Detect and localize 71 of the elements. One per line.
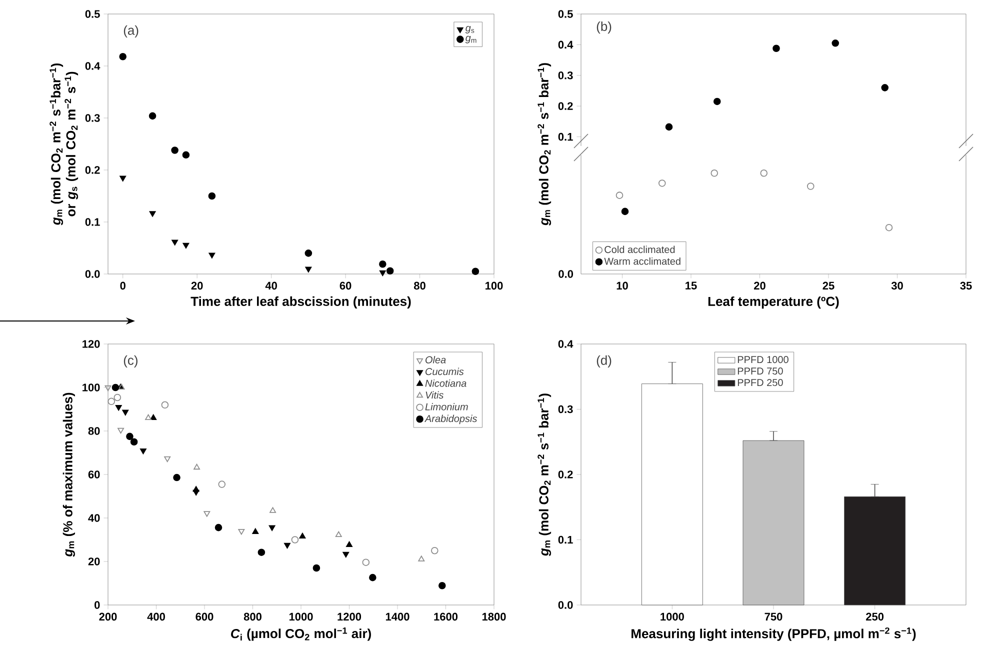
legend-label: Arabidopsis: [424, 414, 478, 424]
x-tick-label: 80: [414, 282, 426, 290]
x-tick-label: 20: [754, 282, 766, 290]
legend-label: Cucumis: [426, 368, 464, 376]
y-tick-label: 60: [88, 470, 100, 478]
legend-label: PPFD 1000: [738, 356, 788, 364]
y-tick-label: 0.4: [558, 340, 574, 348]
y-tick-label: 0.2: [558, 102, 573, 110]
y-tick-label: 0.2: [85, 166, 100, 174]
x-tick-label: 1600: [434, 612, 458, 621]
x-tick-label: 1000: [660, 612, 684, 621]
y-tick-label: 0.5: [558, 10, 573, 18]
y-tick-label: 0.1: [85, 218, 100, 226]
y-tick-label: 0.0: [558, 601, 573, 609]
legend-label: Nicotiana: [425, 380, 466, 387]
y-tick-label: 0: [94, 601, 100, 609]
x-tick-label: 15: [686, 282, 697, 290]
y-tick-label: 100: [82, 384, 100, 392]
x-tick-label: 30: [891, 282, 903, 290]
annotation: (b): [596, 21, 612, 34]
x-tick-label: 600: [196, 612, 214, 621]
x-tick-label: 100: [486, 282, 503, 290]
y-tick-label: 0.3: [558, 405, 573, 414]
legend-label: PPFD 250: [738, 378, 783, 386]
x-tick-label: 800: [244, 612, 262, 621]
annotation: (c): [124, 355, 138, 368]
x-tick-label: 0: [120, 282, 126, 290]
x-tick-label: 200: [99, 612, 117, 621]
x-tick-label: 10: [616, 282, 628, 290]
x-axis-title: Measuring light intensity (PPFD, µmol m$^{−2}$ s$^{−1}$): [632, 627, 916, 641]
x-axis-title: C$_{i}$ (µmol CO$_{2}$ mol$^{−1}$ air): [231, 627, 371, 641]
y-axis-title: g$_{m}$ (% of maximum values): [62, 392, 75, 557]
x-tick-label: 60: [340, 282, 352, 290]
x-axis-title: Leaf temperature (ºC): [708, 296, 839, 309]
legend-label: Vitis: [426, 391, 444, 399]
y-tick-label: 0.4: [85, 62, 100, 70]
legend-label: Warm acclimated: [604, 257, 680, 265]
x-tick-label: 25: [822, 282, 834, 290]
y-tick-label: 0.4: [558, 40, 574, 49]
legend-label: Olea: [426, 356, 446, 364]
x-tick-label: 400: [147, 612, 165, 621]
x-tick-label: 20: [191, 282, 203, 290]
y-tick-label: 80: [88, 427, 100, 435]
x-tick-label: 1800: [482, 612, 506, 621]
y-tick-label: 0.0: [85, 270, 100, 278]
y-tick-label: 0.1: [558, 536, 573, 544]
x-tick-label: 1400: [386, 612, 410, 621]
y-tick-label: 0.1: [558, 132, 573, 141]
y-tick-label: 0.3: [85, 114, 100, 122]
y-tick-label: 40: [88, 514, 100, 522]
y-tick-label: 120: [82, 340, 100, 348]
y-tick-label: 20: [88, 558, 100, 566]
x-axis-title: Time after leaf abscission (minutes): [190, 296, 411, 309]
y-tick-label: 0.3: [558, 71, 573, 80]
annotation: (a): [124, 25, 138, 38]
legend-label: g$_{m}$: [465, 36, 476, 44]
y-tick-label: 0.5: [85, 10, 100, 18]
annotation: (d): [596, 355, 612, 368]
x-tick-label: 1000: [289, 612, 313, 621]
legend-label: Cold acclimated: [604, 246, 675, 254]
y-tick-label: 0.2: [558, 470, 573, 478]
x-tick-label: 35: [960, 282, 972, 290]
legend-label: Limonium: [425, 403, 468, 410]
x-tick-label: 1200: [338, 612, 362, 621]
text: g$_{m}$ (mol CO$_{2}$ m$^{−2}$ s$^{−1}$ bar$^{−1}$): [538, 63, 552, 226]
x-tick-label: 750: [764, 612, 782, 621]
x-tick-label: 40: [265, 282, 277, 290]
x-tick-label: 250: [866, 612, 884, 621]
legend-label: g$_{s}$: [465, 26, 474, 34]
text: g$_{m}$ (mol CO$_{2}$ m$^{−2}$ s$^{−1}$ bar$^{−1}$): [538, 394, 552, 556]
legend-label: PPFD 750: [738, 368, 783, 375]
